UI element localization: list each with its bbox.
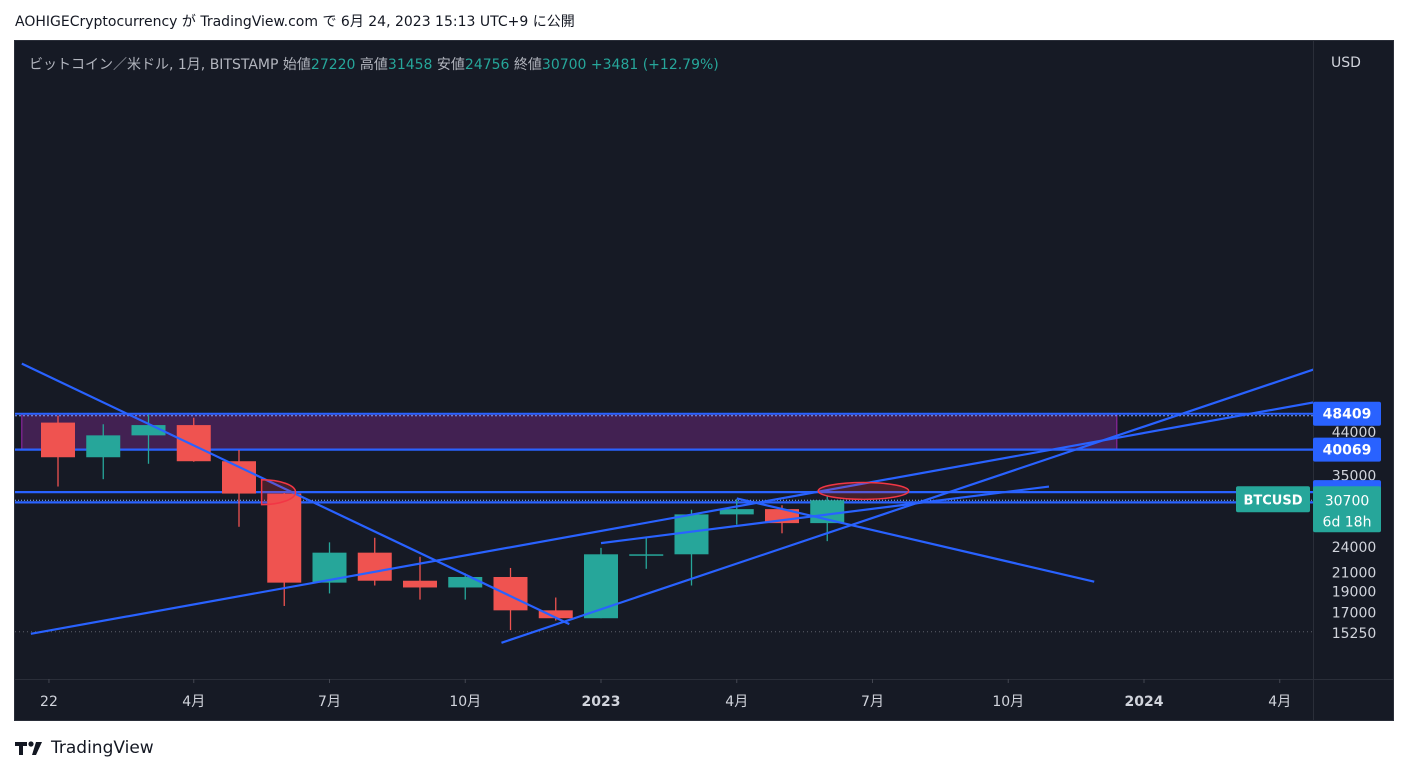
x-tick-label: 7月 [861, 694, 884, 710]
x-tick-label: 7月 [318, 694, 341, 710]
y-tick-label: 19000 [1332, 584, 1377, 600]
x-tick-label: 2023 [582, 694, 621, 710]
current-price-countdown: 6d 18h [1323, 514, 1372, 530]
candle-2022-04 [176, 417, 211, 462]
candle-body [176, 425, 211, 462]
publish-header: AOHIGECryptocurrency が TradingView.com で… [15, 14, 575, 30]
tradingview-logo-icon [15, 739, 45, 757]
candle-2022-01 [41, 415, 75, 487]
highlight-ellipse-2 [817, 481, 910, 501]
candle-2023-04 [719, 499, 754, 525]
candle-2023-01 [584, 547, 618, 619]
price-label-48409: 48409 [1323, 407, 1372, 423]
candle-2023-02 [629, 537, 664, 569]
current-price-value: 30700 [1325, 493, 1370, 509]
trendline-5 [736, 497, 1095, 583]
y-tick-label: 17000 [1332, 606, 1377, 622]
candle-body [357, 552, 392, 581]
plot-content [15, 362, 1313, 644]
candle-body [584, 554, 618, 619]
trendline-4 [600, 485, 1050, 545]
x-tick-label: 4月 [1268, 694, 1291, 710]
candle-2022-10 [448, 573, 483, 600]
candle-2022-07 [312, 542, 347, 594]
candle-body [674, 514, 709, 555]
chart-area[interactable]: 1525017000190002100024000270003100035000… [14, 40, 1394, 721]
candle-body [493, 576, 528, 611]
currency-label: USD [1331, 55, 1361, 71]
y-tick-label: 21000 [1332, 565, 1377, 581]
candlestick-chart[interactable]: 1525017000190002100024000270003100035000… [15, 41, 1394, 721]
x-tick-label: 10月 [992, 694, 1024, 710]
candle-2022-02 [86, 424, 121, 480]
symbol-ohlc-legend: ビットコイン／米ドル, 1月, BITSTAMP 始値27220 高値31458… [29, 56, 719, 73]
trendline-3 [501, 368, 1313, 644]
x-tick-label: 4月 [182, 694, 205, 710]
trendline-2 [30, 401, 1313, 635]
candle-body [403, 580, 437, 588]
candle-body [86, 435, 121, 458]
y-tick-label: 44000 [1332, 425, 1377, 441]
x-tick-label: 10月 [449, 694, 481, 710]
candle-body [41, 422, 75, 458]
x-tick-label: 4月 [725, 694, 748, 710]
plot-layer [15, 362, 1313, 644]
candle-body [131, 425, 166, 436]
highlight-ellipse-1 [260, 478, 297, 506]
y-tick-label: 15250 [1332, 626, 1377, 642]
price-label-48409-bg [1313, 401, 1381, 426]
candle-2023-03 [674, 509, 709, 586]
candle-body [719, 509, 754, 515]
price-label-40069: 40069 [1323, 443, 1372, 459]
candle-body [267, 493, 302, 583]
candle-body [538, 610, 573, 619]
x-tick-label: 22 [40, 694, 58, 710]
price-label-40069-bg [1313, 437, 1381, 462]
footer-branding: TradingView [15, 738, 154, 758]
candle-body [448, 576, 483, 588]
symbol-tag-bg [1236, 486, 1310, 513]
candle-body [629, 554, 664, 556]
symbol-tag: BTCUSD [1243, 493, 1302, 508]
x-tick-label: 2024 [1125, 694, 1164, 710]
candle-2022-08 [357, 537, 392, 586]
current-price-label-bg [1313, 486, 1381, 533]
candle-2022-11 [493, 567, 528, 631]
y-tick-label: 24000 [1332, 540, 1377, 556]
footer-brand-text: TradingView [51, 738, 154, 758]
